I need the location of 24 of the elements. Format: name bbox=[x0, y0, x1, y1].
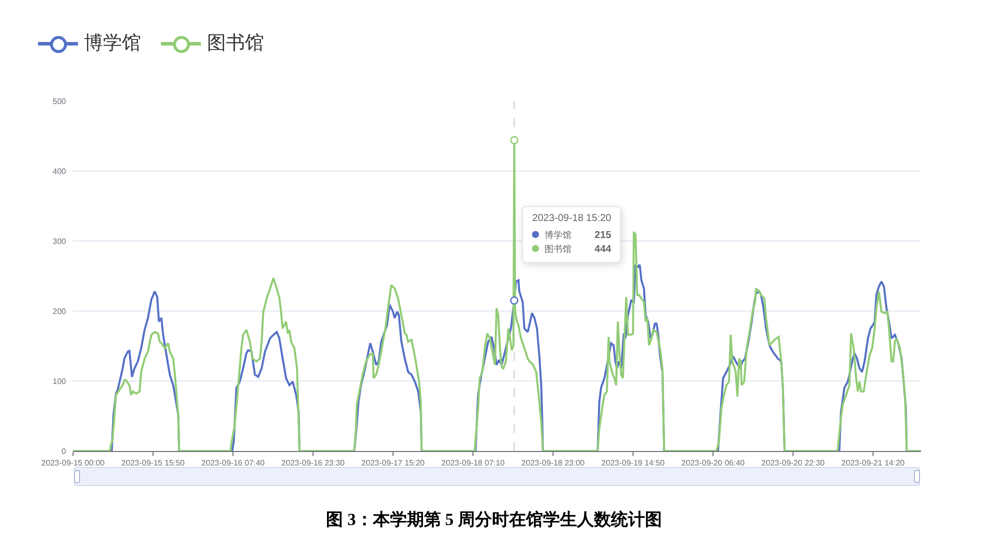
x-tick-label: 2023-09-15 15:50 bbox=[121, 458, 186, 468]
y-tick-label: 100 bbox=[52, 376, 67, 386]
x-tick-label: 2023-09-17 15:20 bbox=[361, 458, 426, 468]
x-tick-label: 2023-09-16 07:40 bbox=[201, 458, 266, 468]
x-tick-label: 2023-09-15 00:00 bbox=[41, 458, 106, 468]
y-tick-label: 300 bbox=[52, 236, 67, 246]
annotation: 215 bbox=[594, 230, 612, 240]
legend-label: 博学馆 bbox=[84, 32, 141, 56]
legend-label: 图书馆 bbox=[207, 32, 264, 56]
y-tick-label: 400 bbox=[52, 166, 67, 176]
y-tick-label: 200 bbox=[52, 306, 67, 316]
x-tick-label: 2023-09-18 07:10 bbox=[441, 458, 506, 468]
x-tick-label: 2023-09-20 22:30 bbox=[761, 458, 826, 468]
x-tick-label: 2023-09-20 06:40 bbox=[681, 458, 746, 468]
y-tick-label: 0 bbox=[62, 446, 67, 456]
y-tick-label: 500 bbox=[52, 96, 67, 106]
x-tick-label: 2023-09-18 23:00 bbox=[521, 458, 586, 468]
x-tick-label: 2023-09-21 14:20 bbox=[841, 458, 906, 468]
tooltip: 2023-09-18 15:20 博学馆 215 图书馆 444 bbox=[522, 206, 622, 263]
annotation: 2023-09-18 15:20 bbox=[532, 213, 612, 224]
text: 图 3：本学期第 5 周分时在馆学生人数统计图 bbox=[326, 509, 662, 531]
annotation: 444 bbox=[594, 244, 612, 254]
x-tick-label: 2023-09-19 14:50 bbox=[601, 458, 666, 468]
x-tick-label: 2023-09-16 23:30 bbox=[281, 458, 346, 468]
